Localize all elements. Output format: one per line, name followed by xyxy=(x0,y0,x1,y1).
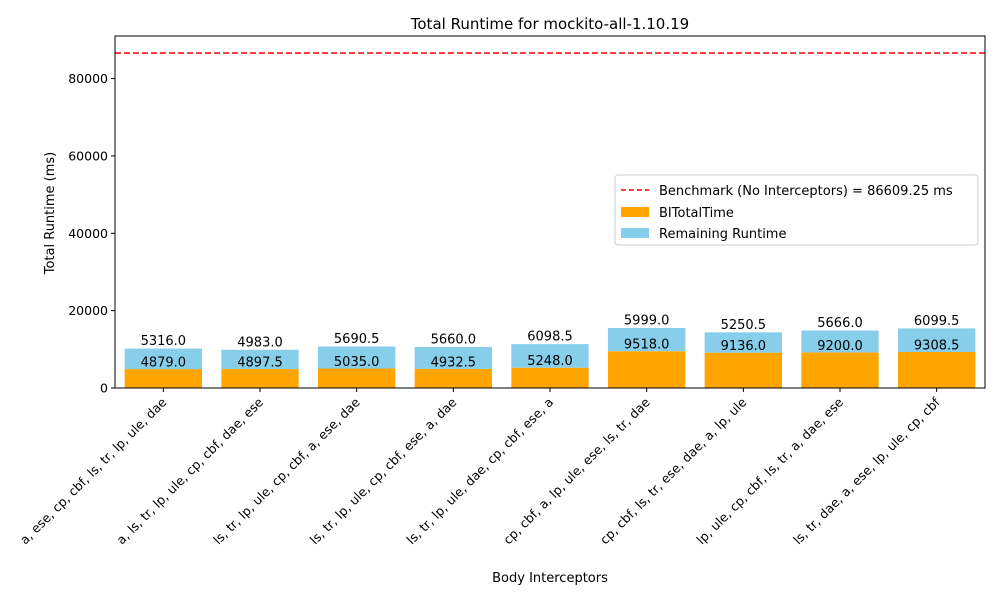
legend-bitotaltime-label: BITotalTime xyxy=(659,206,734,221)
bar-label-remaining-runtime: 5660.0 xyxy=(431,333,477,348)
legend-bitotaltime-swatch xyxy=(621,207,649,217)
bar-label-bitotaltime: 4932.5 xyxy=(431,355,477,370)
bar-remaining-runtime xyxy=(124,348,202,370)
legend-box xyxy=(614,174,979,246)
bar-label-bitotaltime: 9518.0 xyxy=(624,338,670,353)
bar-label-bitotaltime: 9200.0 xyxy=(817,339,863,354)
x-axis-label: Body Interceptors xyxy=(492,571,608,586)
bar-remaining-runtime xyxy=(414,347,492,369)
legend-remaining-swatch xyxy=(621,228,649,238)
bar-label-bitotaltime: 9308.5 xyxy=(914,338,960,353)
bar-label-remaining-runtime: 6099.5 xyxy=(914,314,960,329)
bar-label-bitotaltime: 4879.0 xyxy=(141,356,187,371)
bar-remaining-runtime xyxy=(704,332,782,353)
bar-bitotaltime xyxy=(221,369,299,388)
bar-bitotaltime xyxy=(704,352,782,388)
bar-label-remaining-runtime: 4983.0 xyxy=(237,335,283,350)
legend: Benchmark (No Interceptors) = 86609.25 m… xyxy=(614,174,979,246)
y-tick-label: 0 xyxy=(100,381,108,396)
bar-label-remaining-runtime: 5316.0 xyxy=(141,334,187,349)
bar-remaining-runtime xyxy=(318,346,396,369)
bar-label-remaining-runtime: 5999.0 xyxy=(624,313,670,328)
bar-label-bitotaltime: 4897.5 xyxy=(237,356,283,371)
bar-label-remaining-runtime: 5690.5 xyxy=(334,332,380,347)
chart-title: Total Runtime for mockito-all-1.10.19 xyxy=(410,15,689,33)
bar-label-remaining-runtime: 5250.5 xyxy=(721,318,767,333)
bar-bitotaltime xyxy=(124,369,202,388)
bar-bitotaltime xyxy=(414,368,492,388)
bar-labels-group: 4879.0 5316.0 4897.5 4983.0 5035.0 5690.5 4932… xyxy=(141,313,960,370)
bar-label-remaining-runtime: 6098.5 xyxy=(527,330,573,345)
y-tick-label: 80000 xyxy=(68,71,108,86)
bar-label-bitotaltime: 5035.0 xyxy=(334,355,380,370)
plot-frame xyxy=(114,35,986,389)
bar-label-bitotaltime: 9136.0 xyxy=(721,339,767,354)
y-tick-label: 40000 xyxy=(68,226,108,241)
bars-group xyxy=(124,327,976,388)
bar-label-bitotaltime: 5248.0 xyxy=(527,354,573,369)
bar-remaining-runtime xyxy=(511,344,589,368)
y-axis-label: Total Runtime (ms) xyxy=(43,152,58,276)
bar-bitotaltime xyxy=(898,351,976,388)
bar-remaining-runtime xyxy=(898,328,976,352)
bar-bitotaltime xyxy=(608,351,686,388)
bar-bitotaltime xyxy=(801,352,879,388)
x-axis: a, ese, cp, cbf, ls, tr, lp, ule, daea, … xyxy=(17,388,943,547)
bar-bitotaltime xyxy=(511,367,589,388)
bar-bitotaltime xyxy=(318,368,396,388)
legend-remaining-label: Remaining Runtime xyxy=(659,227,786,242)
bar-label-remaining-runtime: 5666.0 xyxy=(817,316,863,331)
y-tick-label: 20000 xyxy=(68,303,108,318)
legend-benchmark-label: Benchmark (No Interceptors) = 86609.25 m… xyxy=(659,184,953,199)
bar-remaining-runtime xyxy=(608,327,686,352)
y-axis: 0 20000 40000 60000 80000 xyxy=(68,71,115,396)
bar-remaining-runtime xyxy=(221,349,299,370)
bar-remaining-runtime xyxy=(801,330,879,353)
y-tick-label: 60000 xyxy=(68,148,108,163)
